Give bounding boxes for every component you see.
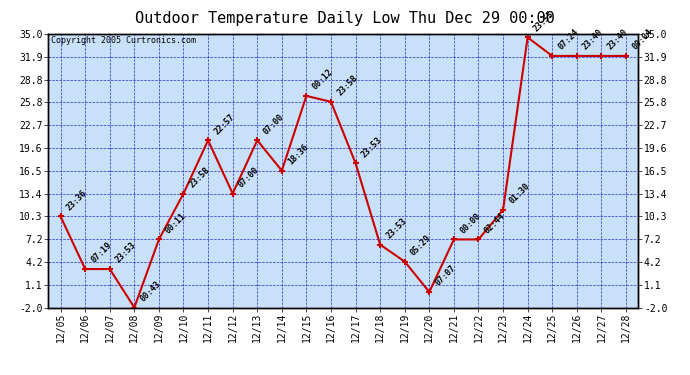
Text: 07:24: 07:24 [556, 28, 580, 52]
Text: 22:57: 22:57 [213, 112, 236, 136]
Text: 23:40: 23:40 [581, 28, 605, 52]
Text: 23:58: 23:58 [335, 74, 359, 98]
Text: 23:53: 23:53 [114, 241, 138, 265]
Text: 07:00: 07:00 [237, 165, 261, 189]
Text: 23:53: 23:53 [384, 216, 408, 240]
Text: 23:40: 23:40 [606, 28, 629, 52]
Text: 07:07: 07:07 [433, 264, 457, 288]
Text: 02:44: 02:44 [482, 211, 506, 235]
Text: 07:19: 07:19 [89, 241, 113, 265]
Text: 00:12: 00:12 [310, 68, 335, 92]
Text: 18:36: 18:36 [286, 142, 310, 166]
Text: 23:58: 23:58 [188, 165, 212, 189]
Text: 00:04: 00:04 [630, 28, 654, 52]
Text: 05:29: 05:29 [409, 233, 433, 258]
Text: 00:11: 00:11 [163, 211, 187, 235]
Text: 23:55: 23:55 [532, 9, 556, 33]
Text: 00:00: 00:00 [458, 211, 482, 235]
Text: 23:36: 23:36 [65, 188, 89, 212]
Text: 23:53: 23:53 [359, 135, 384, 159]
Text: 07:00: 07:00 [262, 112, 286, 136]
Text: 00:43: 00:43 [139, 279, 163, 303]
Text: 01:30: 01:30 [507, 182, 531, 206]
Text: Copyright 2005 Curtronics.com: Copyright 2005 Curtronics.com [51, 36, 196, 45]
Text: Outdoor Temperature Daily Low Thu Dec 29 00:00: Outdoor Temperature Daily Low Thu Dec 29… [135, 11, 555, 26]
